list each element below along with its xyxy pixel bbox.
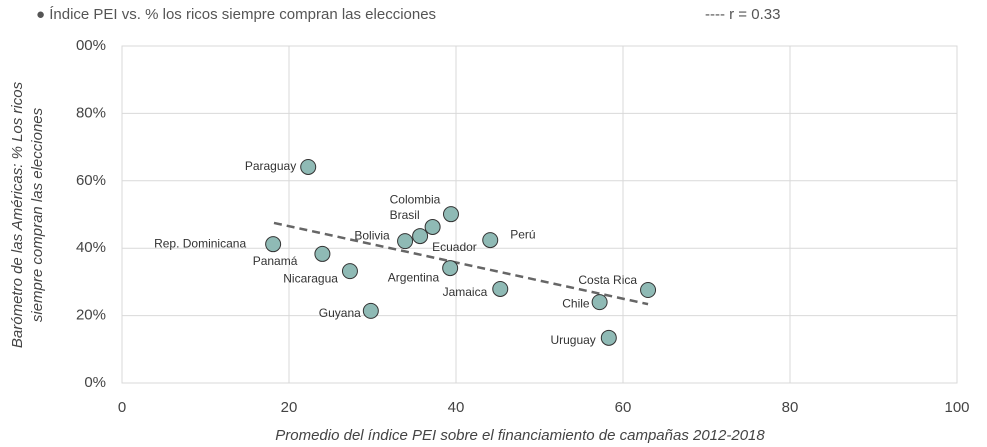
x-tick-label: 0 — [118, 399, 126, 416]
point-label: Colombia — [390, 192, 441, 206]
y-tick-label: 40% — [76, 239, 106, 256]
x-tick-label: 40 — [448, 399, 465, 416]
y-tick-label: 00% — [76, 37, 106, 54]
point-label: Paraguay — [245, 159, 296, 173]
x-axis-title: Promedio del índice PEI sobre el financi… — [275, 427, 765, 444]
point-label: Rep. Dominicana — [154, 236, 246, 250]
point — [314, 245, 331, 262]
x-tick-label: 20 — [281, 399, 298, 416]
point-label: Panamá — [253, 254, 298, 268]
point-label: Brasil — [390, 208, 420, 222]
trend-line — [273, 221, 649, 306]
y-tick-label: 0% — [84, 374, 106, 391]
y-tick-label: 20% — [76, 307, 106, 324]
point — [591, 294, 608, 311]
point — [442, 260, 459, 277]
trend-legend: ---- r = 0.33 — [705, 6, 780, 23]
point-label: Guyana — [319, 306, 361, 320]
y-axis-title: siempre compran las elecciones — [29, 107, 46, 322]
point-label: Bolivia — [354, 228, 390, 242]
point — [397, 233, 414, 250]
point — [265, 236, 282, 253]
y-tick-label: 80% — [76, 104, 106, 121]
point — [640, 281, 657, 298]
point — [442, 206, 459, 223]
x-tick-label: 100 — [944, 399, 969, 416]
legend-entry: ● Índice PEI vs. % los ricos siempre com… — [36, 6, 436, 23]
point-label: Ecuador — [432, 240, 477, 254]
point-label: Chile — [562, 296, 590, 310]
point-label: Costa Rica — [578, 273, 637, 287]
y-axis-title: Barómetro de las Américas: % Los ricos — [9, 81, 26, 348]
point — [600, 329, 617, 346]
point-label: Argentina — [388, 270, 440, 284]
point — [362, 302, 379, 319]
point — [300, 158, 317, 175]
point — [492, 280, 509, 297]
x-tick-label: 80 — [782, 399, 799, 416]
point-label: Uruguay — [550, 333, 595, 347]
x-tick-label: 60 — [615, 399, 632, 416]
point-label: Jamaica — [443, 285, 488, 299]
point — [482, 232, 499, 249]
point — [412, 228, 429, 245]
plot-area — [121, 45, 958, 384]
point — [341, 263, 358, 280]
point — [424, 218, 441, 235]
point-label: Perú — [510, 227, 535, 241]
y-tick-label: 60% — [76, 172, 106, 189]
point-label: Nicaragua — [283, 271, 338, 285]
